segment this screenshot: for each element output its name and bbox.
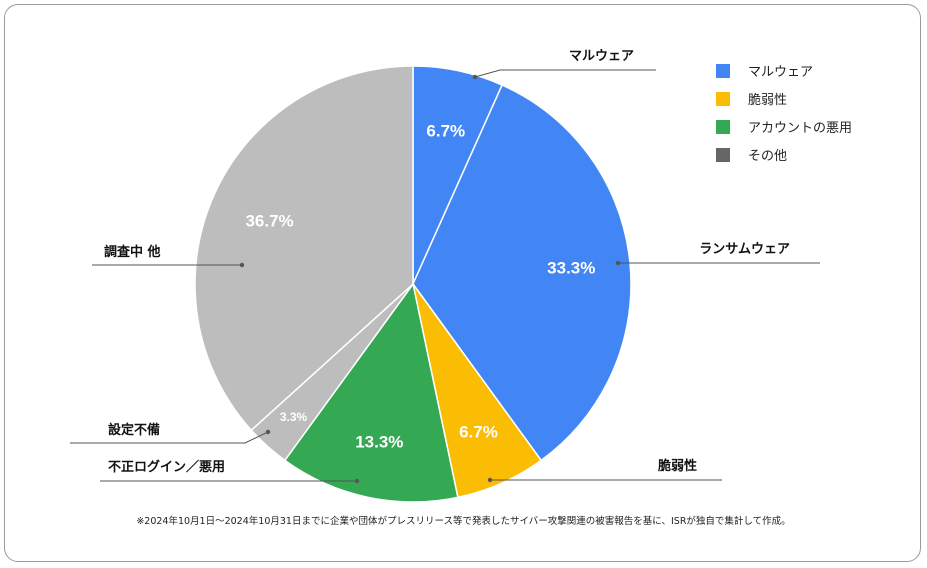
pie-slice <box>283 282 459 503</box>
slice-percent-label: 6.7% <box>426 121 465 140</box>
slice-category-label: 設定不備 <box>108 422 160 438</box>
slice-percent-label: 36.7% <box>245 211 293 230</box>
callout-dot <box>239 262 245 268</box>
slice-percent-label: 13.3% <box>355 433 403 452</box>
slice-category-label: マルウェア <box>569 49 634 64</box>
callout-dot <box>615 260 621 266</box>
callout-line <box>474 69 656 78</box>
callout-dot <box>487 477 493 483</box>
legend-label: その他 <box>748 149 787 164</box>
slice-percent-label: 6.7% <box>459 422 498 441</box>
pie-slice <box>412 84 632 462</box>
legend-swatch <box>716 64 730 78</box>
callout-dot <box>265 429 271 435</box>
footnote: ※2024年10月1日～2024年10月31日までに企業や団体がプレスリリース等… <box>136 516 791 527</box>
pie-slice <box>194 65 414 432</box>
callout-dot <box>354 478 360 484</box>
legend-swatch <box>716 92 730 106</box>
legend-label: アカウントの悪用 <box>748 121 852 136</box>
slice-category-label: 調査中 他 <box>104 244 161 260</box>
callout-dot <box>472 74 478 80</box>
legend-swatch <box>716 120 730 134</box>
slice-category-label: ランサムウェア <box>699 242 790 257</box>
slice-percent-label: 3.3% <box>280 410 308 424</box>
slice-category-label: 不正ログイン／悪用 <box>108 459 225 475</box>
legend-label: 脆弱性 <box>748 92 787 108</box>
callout-line <box>70 431 269 444</box>
legend-swatch <box>716 148 730 162</box>
legend-label: マルウェア <box>748 65 813 80</box>
slice-percent-label: 33.3% <box>547 258 595 277</box>
slice-category-label: 脆弱性 <box>657 458 697 474</box>
